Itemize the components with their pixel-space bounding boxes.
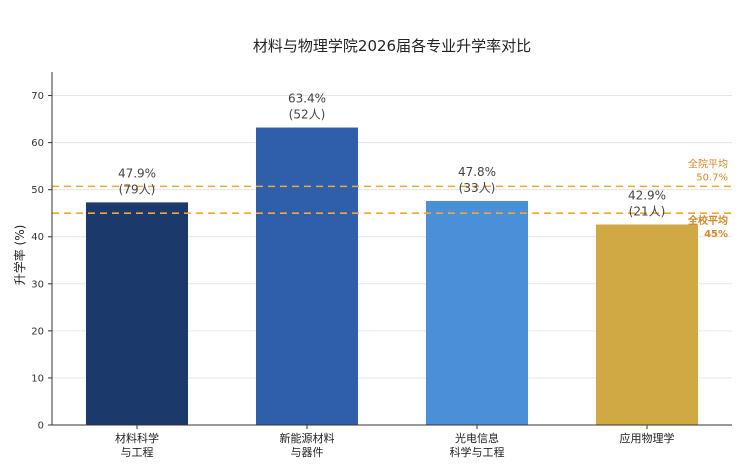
y-axis-label: 升学率 (%)	[12, 225, 27, 286]
bar	[426, 200, 528, 425]
data-label: 47.8%	[458, 165, 496, 179]
bar	[256, 127, 358, 425]
data-labels: 47.9% (79人) 63.4% (52人) 47.8% (33人) 42.9% (21人)	[118, 92, 666, 219]
y-tick-label: 0	[38, 421, 44, 432]
category-label: 与工程	[121, 446, 154, 459]
bar	[86, 202, 188, 425]
category-label: 新能源材料	[280, 431, 335, 445]
y-tick-label: 60	[31, 138, 44, 149]
reference-line-label: 全校平均	[687, 214, 728, 227]
y-tick-label: 50	[31, 185, 44, 196]
reference-line-label: 50.7%	[696, 172, 728, 183]
category-label: 应用物理学	[620, 431, 675, 445]
data-label: 63.4%	[288, 92, 326, 106]
reference-lines: 全院平均 50.7% 全校平均 45%	[52, 157, 732, 240]
reference-line-label: 全院平均	[688, 157, 728, 170]
y-ticks: 0 10 20 30 40 50 60 70	[31, 91, 52, 432]
category-label: 材料科学	[115, 431, 159, 445]
data-label: 47.9%	[118, 166, 156, 180]
chart-title: 材料与物理学院2026届各专业升学率对比	[253, 37, 531, 55]
data-label: (79人)	[119, 182, 156, 196]
category-label: 光电信息	[455, 431, 499, 445]
data-label: (21人)	[629, 204, 666, 218]
y-tick-label: 20	[31, 326, 44, 337]
y-tick-label: 70	[31, 91, 44, 102]
data-label: (52人)	[289, 108, 326, 122]
axes	[51, 72, 732, 426]
category-label: 与器件	[291, 446, 324, 459]
y-tick-label: 40	[31, 232, 44, 243]
data-label: 42.9%	[628, 188, 666, 202]
data-label: (33人)	[459, 181, 496, 195]
y-tick-label: 10	[31, 373, 44, 384]
bars	[86, 127, 698, 425]
y-tick-label: 30	[31, 279, 44, 290]
bar	[596, 224, 698, 425]
category-label: 科学与工程	[450, 445, 505, 459]
reference-line-label: 45%	[704, 229, 728, 240]
